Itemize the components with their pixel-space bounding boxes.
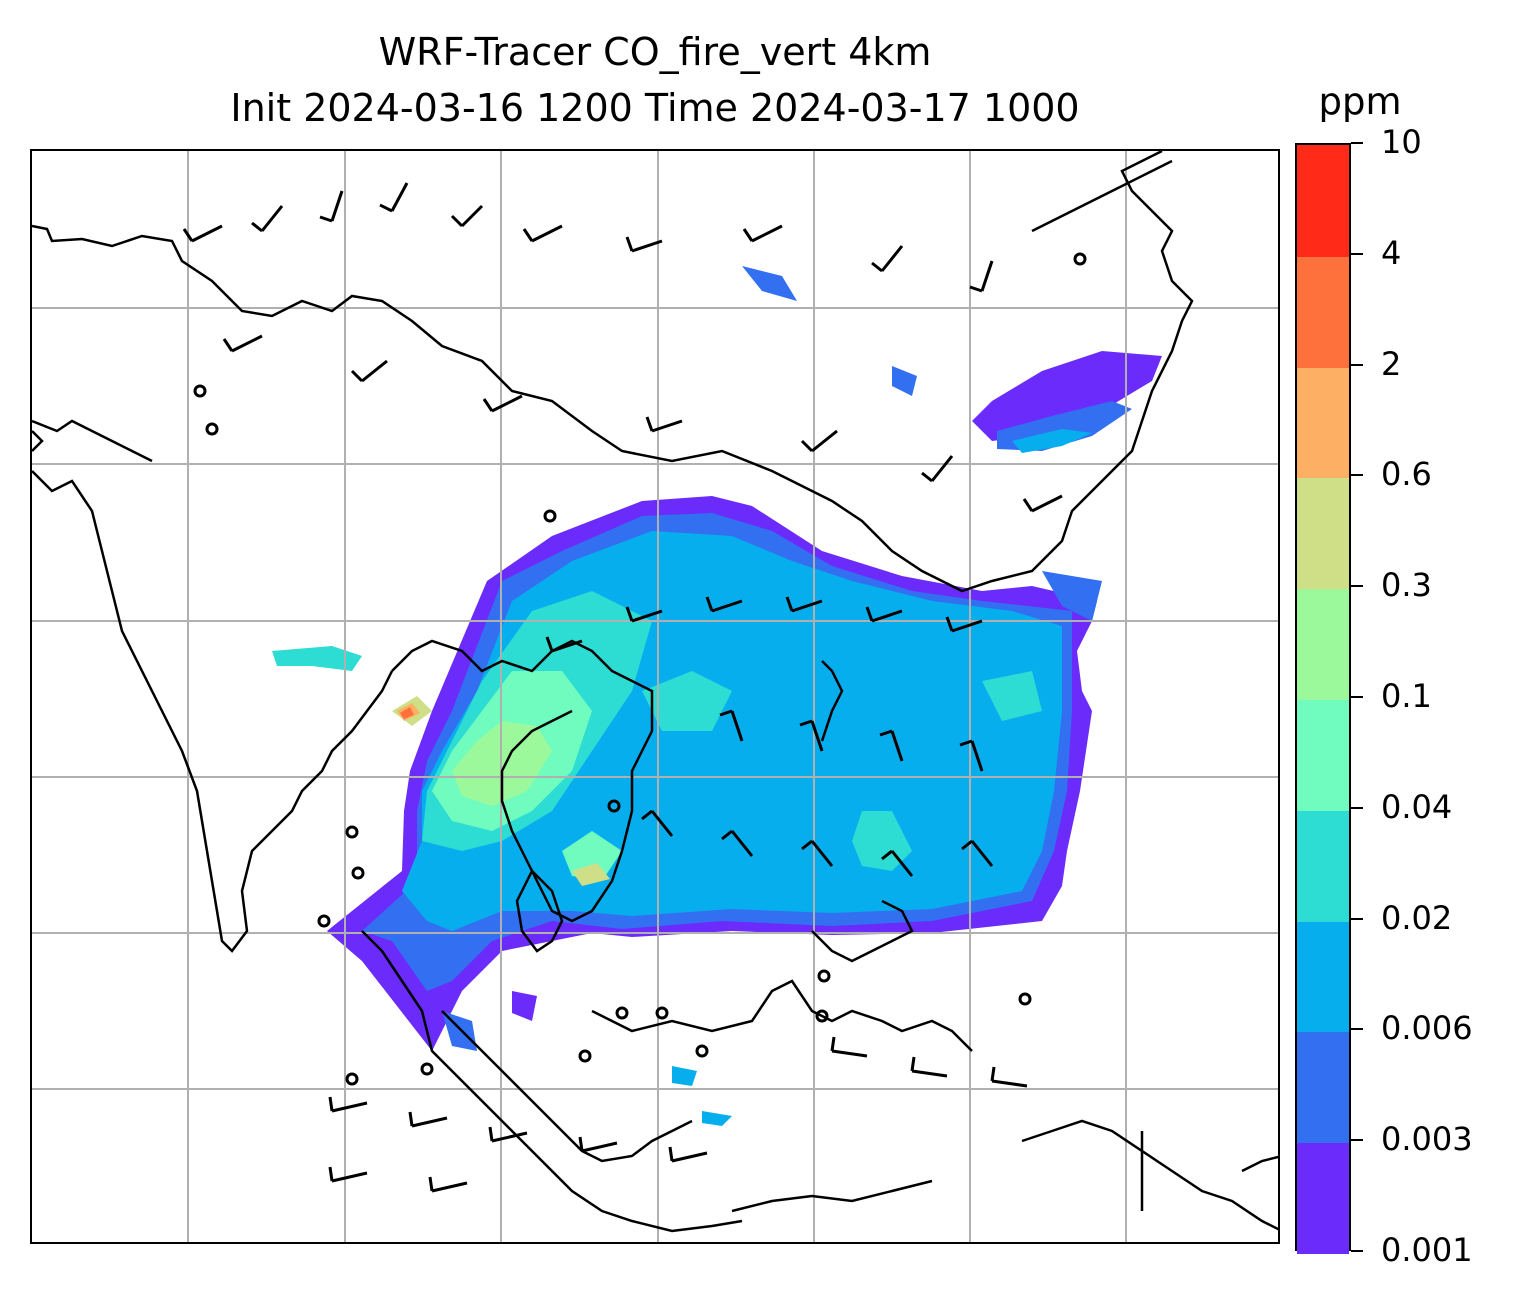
colorbar-segment xyxy=(1297,145,1349,257)
colorbar-segment xyxy=(1297,1031,1349,1144)
colorbar-tick-label: 0.02 xyxy=(1381,898,1453,937)
colorbar-tick xyxy=(1351,1250,1363,1252)
plume-ne-blob xyxy=(742,266,797,301)
plume-north-band-3 xyxy=(1012,429,1092,453)
colorbar-segment xyxy=(1297,588,1349,700)
colorbar xyxy=(1295,143,1351,1254)
colorbar-tick-label: 2 xyxy=(1381,344,1402,383)
colorbar-tick-label: 0.006 xyxy=(1381,1009,1473,1048)
colorbar-tick-label: 0.6 xyxy=(1381,455,1432,494)
colorbar-tick-label: 0.04 xyxy=(1381,787,1453,826)
colorbar-segment xyxy=(1297,809,1349,922)
colorbar-segment xyxy=(1297,920,1349,1033)
plume-north-band-1 xyxy=(972,351,1162,441)
colorbar-tick-label: 4 xyxy=(1381,233,1402,272)
map-title-line2: Init 2024-03-16 1200 Time 2024-03-17 100… xyxy=(230,86,1080,130)
colorbar-tick xyxy=(1351,585,1363,588)
coastlines xyxy=(32,151,1278,1233)
plume-east-wing xyxy=(1042,571,1102,621)
colorbar-tick xyxy=(1351,806,1363,809)
colorbar-tick xyxy=(1351,252,1363,255)
colorbar-unit-label: ppm xyxy=(1318,80,1402,123)
colorbar-segment xyxy=(1297,477,1349,590)
map-title-line1: WRF-Tracer CO_fire_vert 4km xyxy=(378,30,932,74)
colorbar-tick xyxy=(1351,142,1363,144)
colorbar-segment xyxy=(1297,366,1349,479)
plume-layer-002 xyxy=(422,591,1042,871)
plume-layer-2 xyxy=(400,707,414,719)
map-canvas xyxy=(32,151,1278,1242)
colorbar-tick-label: 0.001 xyxy=(1381,1231,1473,1269)
colorbar-tick-label: 0.003 xyxy=(1381,1120,1473,1159)
calm-wind-markers xyxy=(193,252,1087,1086)
colorbar-tick-label: 0.3 xyxy=(1381,566,1432,605)
map-panel[interactable] xyxy=(30,149,1280,1244)
colorbar-tick xyxy=(1351,696,1363,698)
plume-west-fringe xyxy=(272,646,362,671)
colorbar-segment xyxy=(1297,255,1349,368)
colorbar-segment xyxy=(1297,699,1349,811)
colorbar-tick xyxy=(1351,1139,1363,1142)
colorbar-tick xyxy=(1351,917,1363,920)
plume-south-3 xyxy=(672,1066,697,1086)
colorbar-tick xyxy=(1351,1028,1363,1031)
plume-south-2 xyxy=(512,991,537,1021)
plume-ne-blob2 xyxy=(892,366,917,396)
plume-south-4 xyxy=(702,1111,732,1126)
colorbar-segment xyxy=(1297,1142,1349,1254)
colorbar-tick xyxy=(1351,474,1363,477)
colorbar-tick xyxy=(1351,363,1363,366)
wind-barbs xyxy=(182,182,1063,1193)
colorbar-tick-label: 0.1 xyxy=(1381,677,1432,715)
colorbar-tick-label: 10 xyxy=(1381,123,1422,161)
